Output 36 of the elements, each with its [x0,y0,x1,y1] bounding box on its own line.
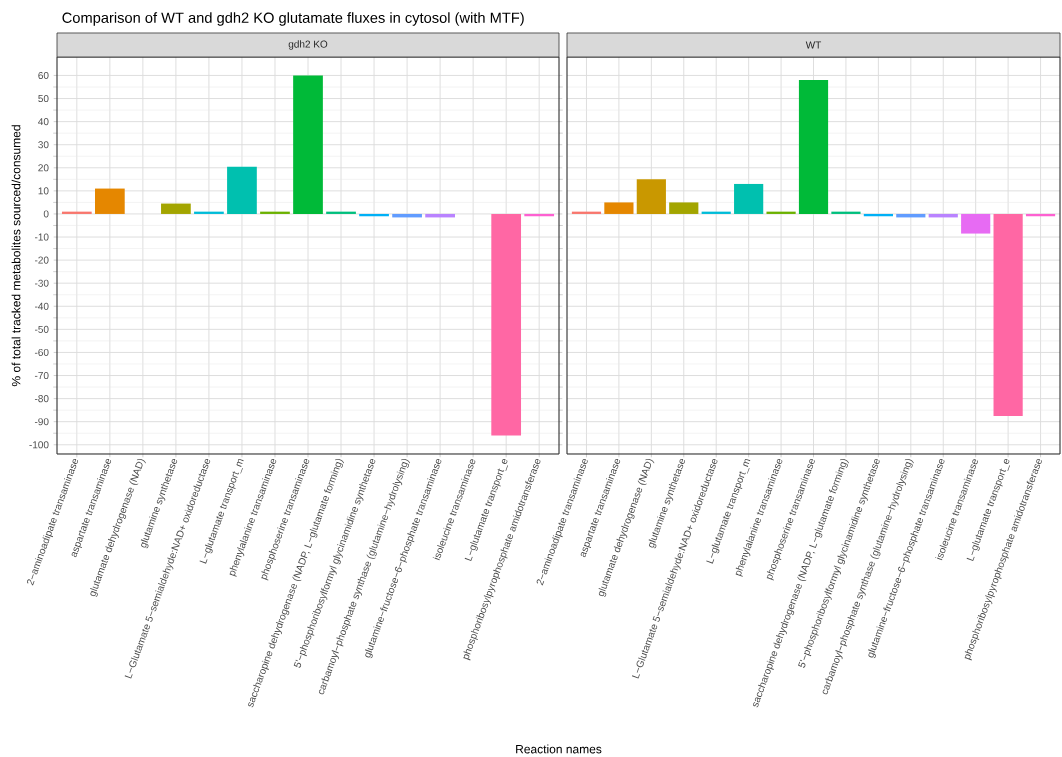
y-tick-label: -30 [34,279,49,287]
bar [831,211,861,214]
chart-subtitle: WT [805,41,822,49]
y-tick-label: -50 [34,325,49,333]
bar [604,202,634,214]
bar [94,188,125,214]
y-tick-label: -90 [34,418,49,426]
bar [293,75,323,214]
bar [227,166,257,214]
bar [491,213,522,436]
chart-title: Comparison of WT and gdh2 KO glutamate fluxes in cytosol (with MTF) [62,12,524,26]
y-tick-label: -80 [34,395,49,403]
bar [798,80,829,214]
y-tick-label: -70 [34,371,49,380]
y-tick-label: -100 [29,441,49,449]
x-axis-title: Reaction names [516,744,602,754]
y-tick-label: 30 [38,141,49,149]
y-tick-label: -20 [34,256,49,264]
y-tick-label: 50 [38,95,49,103]
bar [161,203,191,214]
y-axis-title: % of total tracked metabolites sourced/consumed [11,125,21,387]
y-tick-label: -60 [34,348,49,356]
bar [734,183,764,214]
y-tick-label: -10 [34,233,49,241]
y-tick-label: 60 [38,71,49,80]
bar [669,202,699,214]
chart-subtitle: gdh2 KO [288,40,328,50]
y-tick-label: 10 [38,187,49,195]
y-tick-label: 40 [38,118,49,126]
y-tick-label: 0 [43,210,49,218]
y-tick-label: -40 [34,302,49,310]
bar [636,179,666,214]
bar [993,213,1023,416]
bar [766,211,796,214]
bar [961,213,991,234]
y-tick-label: 20 [38,164,49,172]
